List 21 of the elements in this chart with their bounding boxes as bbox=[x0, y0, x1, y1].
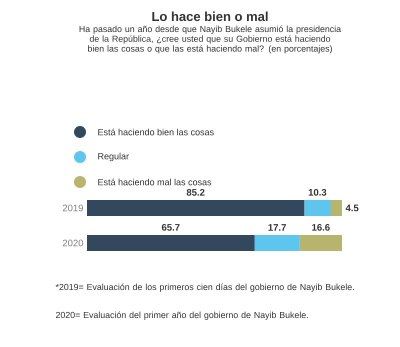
bar bbox=[87, 234, 255, 251]
data-label: 17.7 bbox=[268, 224, 286, 231]
chart-title: Lo hace bien o mal bbox=[152, 12, 268, 22]
text: 2020= Evaluación del primer año del gobierno de Nayib Bukele. bbox=[56, 312, 308, 320]
data-label: 16.6 bbox=[312, 224, 330, 231]
data-label: 10.3 bbox=[308, 188, 326, 196]
data-label: 4.5 bbox=[346, 204, 358, 212]
legend-label: Está haciendo mal las cosas bbox=[98, 178, 212, 186]
data-label: 85.2 bbox=[186, 188, 204, 196]
legend-label: Está haciendo bien las cosas bbox=[98, 128, 214, 136]
data-label: 65.7 bbox=[162, 224, 180, 231]
bar bbox=[300, 234, 342, 251]
legend-label: Regular bbox=[98, 152, 129, 162]
y-tick-label: 2019 bbox=[62, 204, 84, 212]
chart-subtitle: Ha pasado un año desde que Nayib Bukele asumió la presidencia de la República, ¿cree usted que su Gobierno está haciendo bien las cosas o que las está haciendo mal? (en porcentajes) bbox=[80, 26, 342, 54]
bar bbox=[254, 234, 300, 251]
y-tick-label: 2020 bbox=[62, 240, 84, 246]
bar bbox=[87, 200, 304, 216]
bar bbox=[304, 200, 331, 216]
bar bbox=[330, 200, 342, 216]
text: *2019= Evaluación de los primeros cien días del gobierno de Nayib Bukele. bbox=[56, 284, 354, 292]
